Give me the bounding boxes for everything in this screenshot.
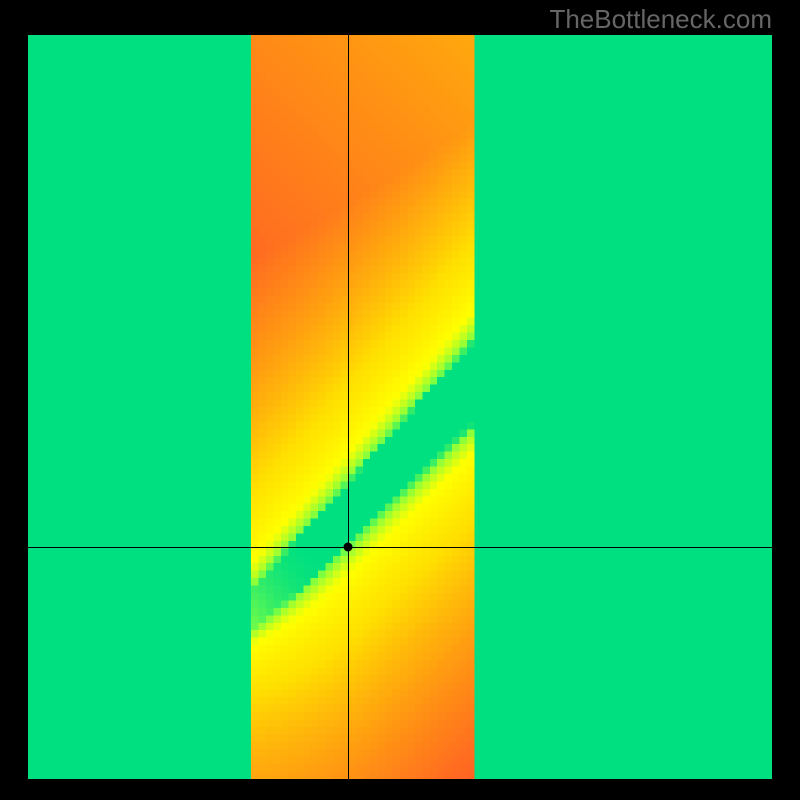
data-point-marker — [343, 542, 352, 551]
chart-container: TheBottleneck.com — [0, 0, 800, 800]
watermark-text: TheBottleneck.com — [549, 4, 772, 35]
heatmap-plot — [28, 35, 772, 779]
crosshair-vertical — [348, 35, 349, 779]
heatmap-canvas — [28, 35, 772, 779]
crosshair-horizontal — [28, 547, 772, 548]
